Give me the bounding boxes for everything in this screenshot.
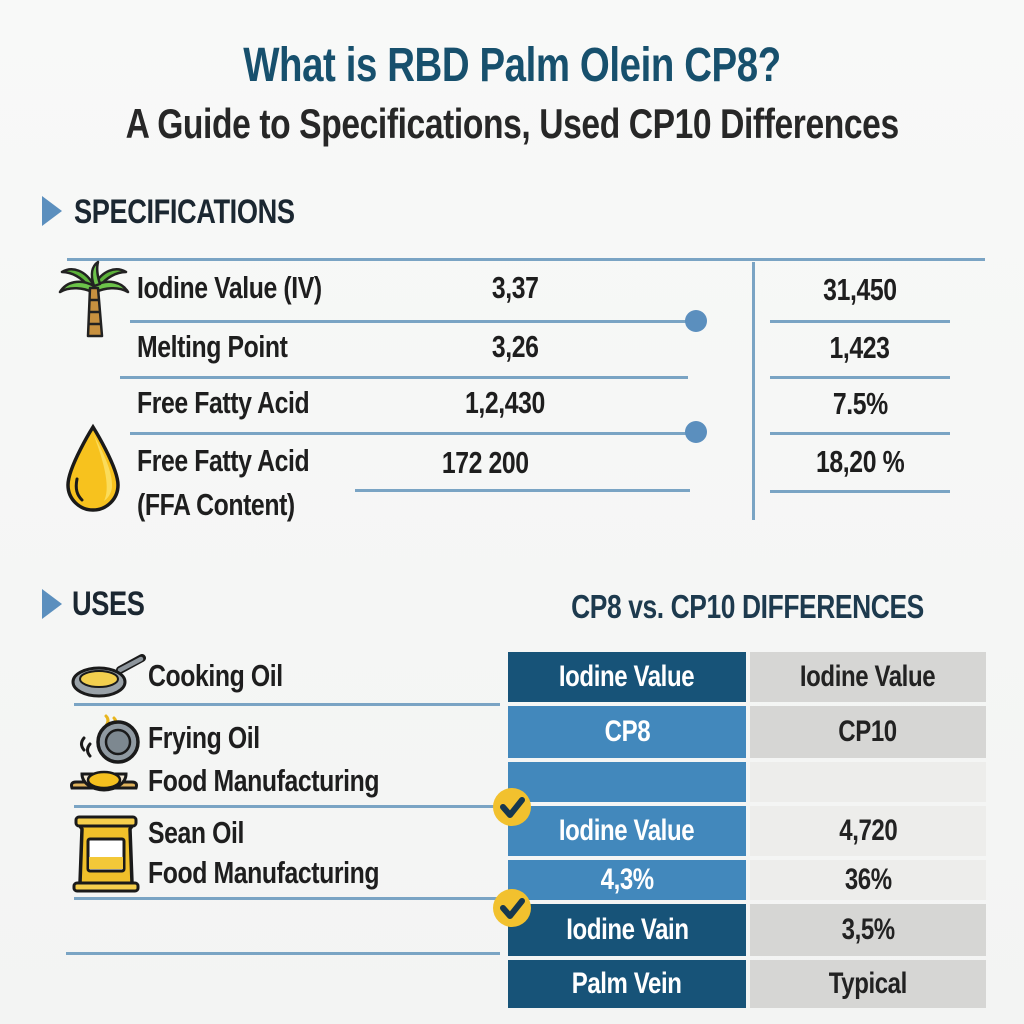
use-item-label: Food Manufacturing [148, 763, 437, 799]
spec-label-text: Melting Point [137, 329, 288, 364]
spec-row-rule [770, 432, 950, 435]
arrow-marker-icon [42, 196, 62, 226]
check-badge-icon [493, 889, 531, 927]
spec-label: (FFA Content) [137, 487, 334, 523]
frying-pan-icon [71, 654, 146, 698]
use-item-label: Cooking Oil [148, 658, 316, 694]
differences-heading-text: CP8 vs. CP10 DIFFERENCES [570, 588, 924, 625]
diff-cell-left: Iodine Value [508, 652, 746, 702]
diff-cell-right: 36% [750, 860, 986, 900]
diff-cell-right: Iodine Value [750, 652, 986, 702]
diff-cell-right [750, 762, 986, 802]
uses-row-rule [74, 703, 500, 706]
diff-cell-left: CP8 [508, 706, 746, 758]
diff-cell-right: 3,5% [750, 904, 986, 956]
spec-cp10-value-text: 31,450 [823, 272, 897, 307]
diff-cell-left: Iodine Value [508, 806, 746, 856]
arrow-marker-icon [42, 589, 62, 619]
spec-label-text: Iodine Value (IV) [137, 270, 322, 305]
spec-cp10-value: 1,423 [765, 330, 955, 366]
uses-heading-text: USES [72, 585, 145, 623]
spec-cp10-value: 18,20 % [765, 444, 955, 480]
spec-row-rule [355, 489, 690, 492]
spec-label: Iodine Value (IV) [137, 270, 368, 306]
diff-cell-left [508, 762, 746, 802]
diff-cell-left: Iodine Vain [508, 904, 746, 956]
spec-cp8-value-text: 172 200 [441, 445, 529, 480]
diff-cell-text: CP10 [838, 715, 898, 748]
diff-cell-left: 4,3% [508, 860, 746, 900]
spec-label-text: Free Fatty Acid [137, 443, 310, 478]
use-item-text: Frying Oil [148, 720, 260, 755]
page-subtitle-text: A Guide to Specifications, Used CP10 Dif… [125, 100, 899, 147]
spec-column-divider [752, 262, 755, 520]
use-item-text: Sean Oil [148, 815, 245, 850]
use-item-label: Frying Oil [148, 720, 288, 756]
uses-heading: USES [72, 585, 163, 624]
use-item-text: Food Manufacturing [148, 855, 380, 890]
spec-row-rule [770, 320, 950, 323]
oil-drop-icon [66, 423, 120, 512]
uses-row-rule [74, 805, 500, 808]
spec-cp8-value: 3,26 [370, 329, 660, 365]
diff-cell-text: Iodine Value [559, 814, 695, 847]
spec-cp8-value-text: 3,26 [491, 329, 539, 364]
diff-cell-text: CP8 [604, 715, 650, 748]
diff-cell-text: 4,3% [600, 863, 654, 896]
spec-top-rule [67, 258, 985, 261]
spec-label-text: Free Fatty Acid [137, 385, 310, 420]
uses-row-rule [66, 952, 500, 955]
spec-cp8-value: 3,37 [370, 270, 660, 306]
check-badge-icon [493, 788, 531, 826]
spec-row-rule [770, 376, 950, 379]
spec-cp10-value: 31,450 [765, 272, 955, 308]
spec-cp10-value-text: 7.5% [832, 386, 888, 421]
diff-cell-text: Typical [828, 967, 908, 1000]
spec-row-rule [130, 320, 688, 323]
uses-row-rule [74, 897, 500, 900]
specifications-heading-text: SPECIFICATIONS [74, 193, 295, 231]
use-item-label: Sean Oil [148, 815, 268, 851]
diff-cell-text: Iodine Value [559, 660, 695, 693]
spec-row-rule [120, 376, 688, 379]
spec-cp10-value-text: 18,20 % [815, 444, 905, 479]
spec-label: Melting Point [137, 329, 325, 365]
use-item-text: Food Manufacturing [148, 763, 380, 798]
spec-cp8-value-text: 3,37 [491, 270, 539, 305]
spec-cp10-value-text: 1,423 [829, 330, 891, 365]
use-item-text: Cooking Oil [148, 658, 283, 693]
page-subtitle: A Guide to Specifications, Used CP10 Dif… [0, 100, 1024, 148]
diff-cell-right: CP10 [750, 706, 986, 758]
page-title: What is RBD Palm Olein CP8? [0, 38, 1024, 93]
oil-bag-icon [72, 815, 140, 893]
spec-label: Free Fatty Acid [137, 385, 352, 421]
spec-row-rule [130, 432, 688, 435]
diff-cell-text: 3,5% [841, 913, 895, 946]
specifications-heading: SPECIFICATIONS [74, 193, 350, 232]
differences-heading: CP8 vs. CP10 DIFFERENCES [508, 588, 986, 626]
diff-cell-text: Iodine Value [800, 660, 936, 693]
spec-label-text: (FFA Content) [137, 487, 295, 522]
bullet-dot [685, 421, 707, 443]
diff-cell-right: 4,720 [750, 806, 986, 856]
use-item-label: Food Manufacturing [148, 855, 437, 891]
spec-cp8-value: 172 200 [340, 445, 630, 481]
diff-cell-right: Typical [750, 960, 986, 1008]
bullet-dot [685, 310, 707, 332]
spec-cp8-value-text: 1,2,430 [465, 385, 545, 420]
palm-tree-icon [58, 260, 130, 338]
diff-cell-text: Palm Vein [572, 967, 682, 1000]
diff-cell-text: 4,720 [838, 814, 898, 847]
diff-cell-left: Palm Vein [508, 960, 746, 1008]
spec-label: Free Fatty Acid [137, 443, 352, 479]
spec-cp10-value: 7.5% [765, 386, 955, 422]
diff-cell-text: Iodine Vain [565, 913, 689, 946]
diff-cell-text: 36% [844, 863, 892, 896]
spec-row-rule [770, 490, 950, 493]
spec-cp8-value: 1,2,430 [360, 385, 650, 421]
steaming-pan-icon [70, 714, 140, 792]
page-title-text: What is RBD Palm Olein CP8? [243, 39, 781, 92]
